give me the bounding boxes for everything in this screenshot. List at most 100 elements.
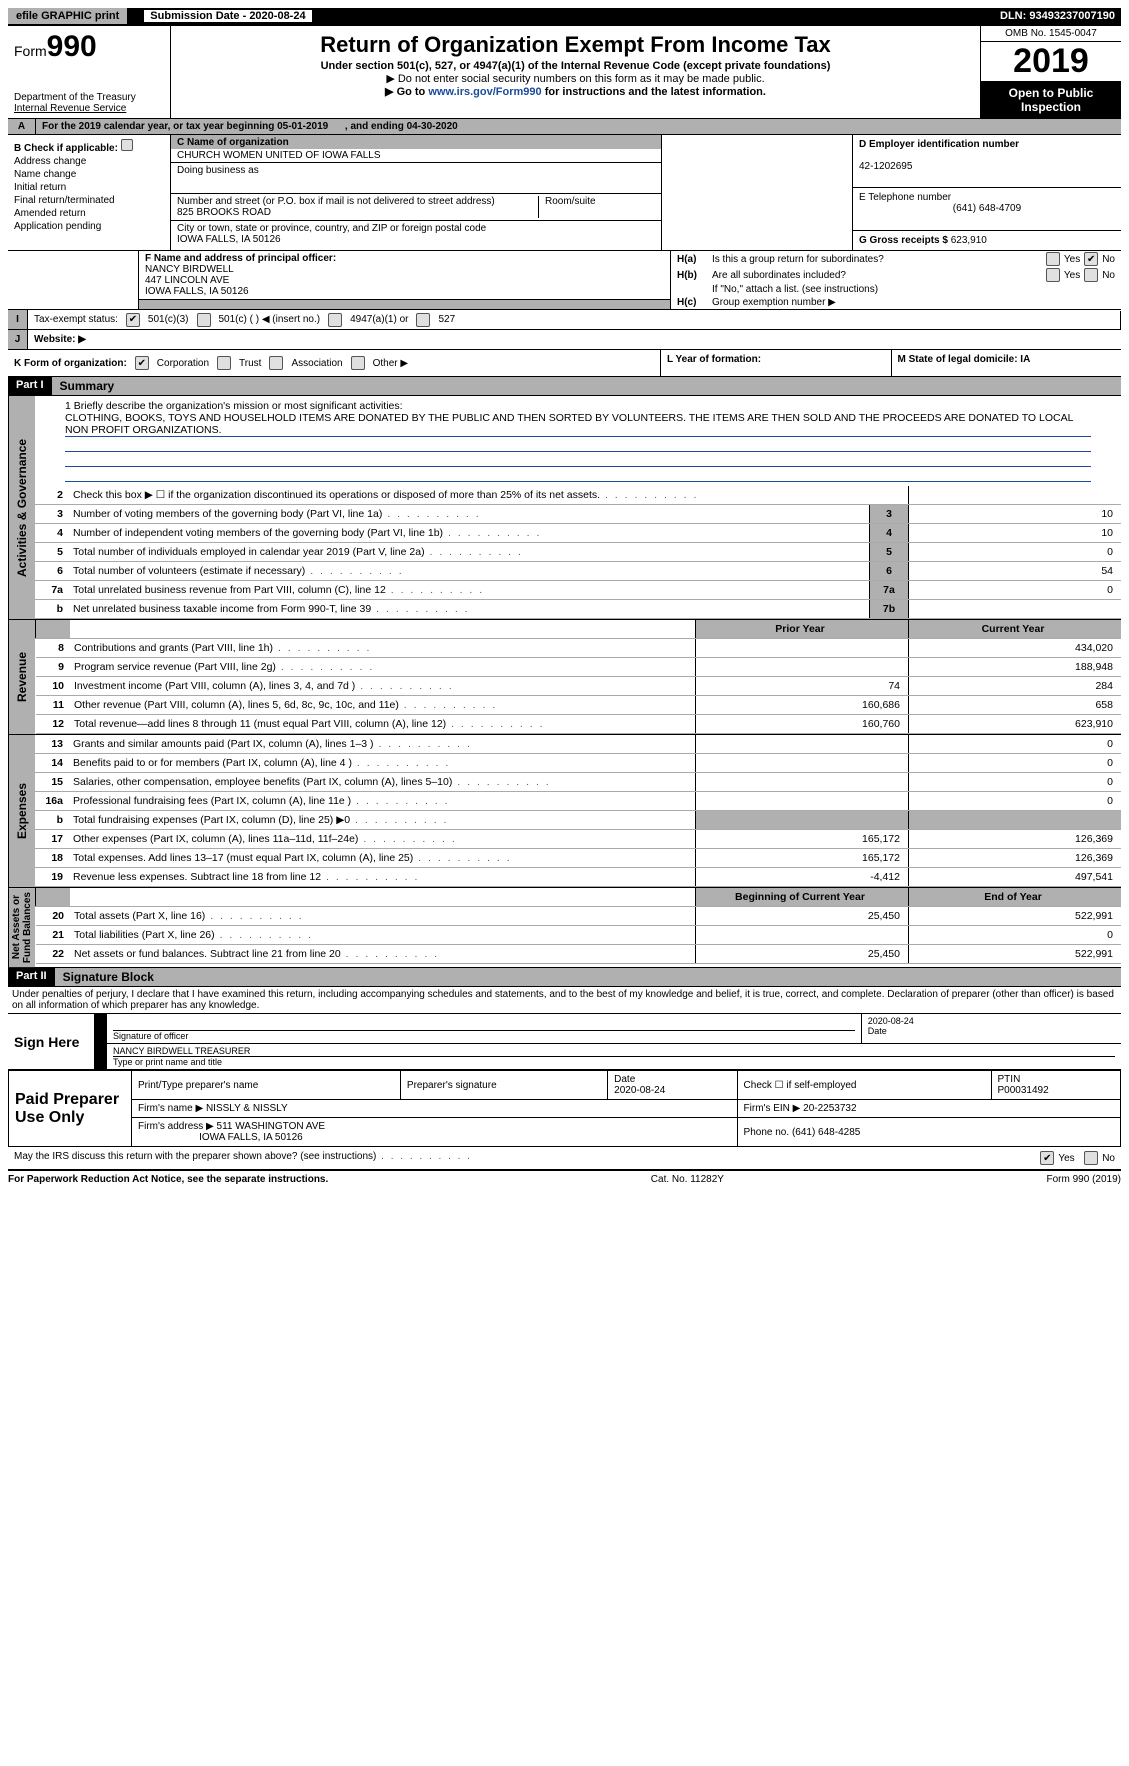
opt-4947: 4947(a)(1) or: [350, 314, 408, 325]
arrow-icon-2: [95, 1044, 107, 1069]
opt-corp: Corporation: [157, 358, 209, 369]
hb-yes[interactable]: [1046, 268, 1060, 282]
footer-mid: Cat. No. 11282Y: [651, 1174, 724, 1185]
title-box: Return of Organization Exempt From Incom…: [171, 26, 980, 118]
form-title: Return of Organization Exempt From Incom…: [177, 32, 974, 58]
chk-501c[interactable]: [197, 313, 211, 327]
firm-ein-label: Firm's EIN ▶: [744, 1103, 801, 1114]
mission-box: 1 Briefly describe the organization's mi…: [35, 396, 1121, 486]
firm-name-label: Firm's name ▶: [138, 1103, 203, 1114]
k-row: K Form of organization: ✔Corporation Tru…: [8, 350, 1121, 377]
dln: DLN: 93493237007190: [994, 8, 1121, 24]
gross-label: G Gross receipts $: [859, 235, 948, 246]
vert-activities-governance: Activities & Governance: [8, 396, 35, 619]
opt-other: Other ▶: [373, 358, 408, 369]
mission-question: 1 Briefly describe the organization's mi…: [65, 400, 1091, 412]
street-label: Number and street (or P.O. box if mail i…: [177, 196, 495, 207]
f-h-row: F Name and address of principal officer:…: [8, 251, 1121, 310]
f-label: F Name and address of principal officer:: [145, 253, 336, 264]
chk-name[interactable]: Name change: [14, 169, 164, 180]
irs-label: Internal Revenue Service: [14, 103, 164, 114]
submission-date: Submission Date - 2020-08-24: [143, 9, 312, 23]
vert-revenue: Revenue: [8, 620, 35, 734]
revenue-table: Prior YearCurrent Year8Contributions and…: [35, 620, 1121, 734]
firm-phone: (641) 648-4285: [792, 1127, 860, 1138]
form-note-1: ▶ Do not enter social security numbers o…: [177, 72, 974, 85]
chk-assoc[interactable]: [269, 356, 283, 370]
prep-sig-hdr: Preparer's signature: [400, 1071, 607, 1100]
discuss-no[interactable]: [1084, 1151, 1098, 1165]
officer-name: NANCY BIRDWELL: [145, 264, 234, 275]
chk-501c3[interactable]: ✔: [126, 313, 140, 327]
vert-net-assets: Net Assets orFund Balances: [8, 888, 35, 967]
state-domicile: M State of legal domicile: IA: [898, 354, 1031, 365]
firm-phone-label: Phone no.: [744, 1127, 790, 1138]
paid-label: Paid Preparer Use Only: [9, 1071, 132, 1147]
chk-amended[interactable]: Amended return: [14, 208, 164, 219]
year-formation: L Year of formation:: [667, 354, 761, 365]
netassets-section: Net Assets orFund Balances Beginning of …: [8, 888, 1121, 968]
prep-check[interactable]: Check ☐ if self-employed: [737, 1071, 991, 1100]
ein-label: D Employer identification number: [859, 139, 1019, 150]
omb-number: OMB No. 1545-0047: [981, 26, 1121, 42]
form-id-box: Form990 Department of the Treasury Inter…: [8, 26, 171, 118]
year-box: OMB No. 1545-0047 2019 Open to Public In…: [980, 26, 1121, 118]
note2-pre: ▶ Go to: [385, 86, 428, 98]
signature-section: Under penalties of perjury, I declare th…: [8, 987, 1121, 1185]
i-row: I Tax-exempt status: ✔501(c)(3) 501(c) (…: [8, 310, 1121, 330]
firm-ein: 20-2253732: [803, 1103, 856, 1114]
tel-value: (641) 648-4709: [953, 203, 1021, 214]
ptin-val: P00031492: [998, 1085, 1049, 1096]
chk-4947[interactable]: [328, 313, 342, 327]
main-info-block: B Check if applicable: Address change Na…: [8, 135, 1121, 251]
sig-date-label: Date: [868, 1026, 887, 1036]
opt-501c: 501(c) ( ) ◀ (insert no.): [219, 314, 321, 325]
tax-status-label: Tax-exempt status:: [34, 314, 118, 325]
chk-other[interactable]: [351, 356, 365, 370]
hb-no[interactable]: [1084, 268, 1098, 282]
j-row: J Website: ▶: [8, 330, 1121, 350]
tel-label: E Telephone number: [859, 192, 1115, 203]
sig-name-label: Type or print name and title: [113, 1057, 222, 1067]
gov-table: 2Check this box ▶ ☐ if the organization …: [35, 486, 1121, 619]
chk-initial[interactable]: Initial return: [14, 182, 164, 193]
col-de: D Employer identification number 42-1202…: [661, 135, 1121, 250]
expenses-section: Expenses 13Grants and similar amounts pa…: [8, 735, 1121, 888]
prep-date: 2020-08-24: [614, 1085, 665, 1096]
efile-graphic-print[interactable]: efile GRAPHIC print: [8, 8, 129, 24]
col-b: B Check if applicable: Address change Na…: [8, 135, 171, 250]
org-name: CHURCH WOMEN UNITED OF IOWA FALLS: [171, 149, 661, 162]
part-ii-label: Part II: [8, 968, 55, 987]
firm-addr1: 511 WASHINGTON AVE: [217, 1121, 326, 1132]
ha-yes[interactable]: [1046, 252, 1060, 266]
chk-pending[interactable]: Application pending: [14, 221, 164, 232]
form-note-2: ▶ Go to www.irs.gov/Form990 for instruct…: [177, 85, 974, 98]
sig-name: NANCY BIRDWELL TREASURER: [113, 1046, 1115, 1057]
discuss-question: May the IRS discuss this return with the…: [14, 1151, 1040, 1165]
form-header: Form990 Department of the Treasury Inter…: [8, 26, 1121, 119]
chk-address[interactable]: Address change: [14, 156, 164, 167]
chk-527[interactable]: [416, 313, 430, 327]
irs-link[interactable]: www.irs.gov/Form990: [428, 86, 541, 98]
tax-year-begin: For the 2019 calendar year, or tax year …: [42, 121, 328, 132]
firm-name: NISSLY & NISSLY: [206, 1103, 288, 1114]
name-label: C Name of organization: [177, 137, 289, 148]
ha-text: Is this a group return for subordinates?: [712, 254, 1046, 265]
chk-corp[interactable]: ✔: [135, 356, 149, 370]
ein-value: 42-1202695: [859, 161, 912, 172]
discuss-yes[interactable]: ✔: [1040, 1151, 1054, 1165]
revenue-section: Revenue Prior YearCurrent Year8Contribut…: [8, 620, 1121, 735]
mission-text: CLOTHING, BOOKS, TOYS AND HOUSELHOLD ITE…: [65, 412, 1091, 437]
chk-final[interactable]: Final return/terminated: [14, 195, 164, 206]
col-b-title: B Check if applicable:: [14, 143, 118, 154]
netassets-table: Beginning of Current YearEnd of Year20To…: [35, 888, 1121, 964]
expenses-table: 13Grants and similar amounts paid (Part …: [35, 735, 1121, 887]
prep-date-hdr: Date: [614, 1074, 635, 1085]
ha-no[interactable]: ✔: [1084, 252, 1098, 266]
form-word: Form: [14, 43, 47, 59]
f-box: F Name and address of principal officer:…: [139, 251, 671, 309]
form-subtitle: Under section 501(c), 527, or 4947(a)(1)…: [177, 60, 974, 72]
website-label: Website: ▶: [34, 334, 86, 345]
chk-trust[interactable]: [217, 356, 231, 370]
tax-year-end: , and ending 04-30-2020: [345, 121, 458, 132]
